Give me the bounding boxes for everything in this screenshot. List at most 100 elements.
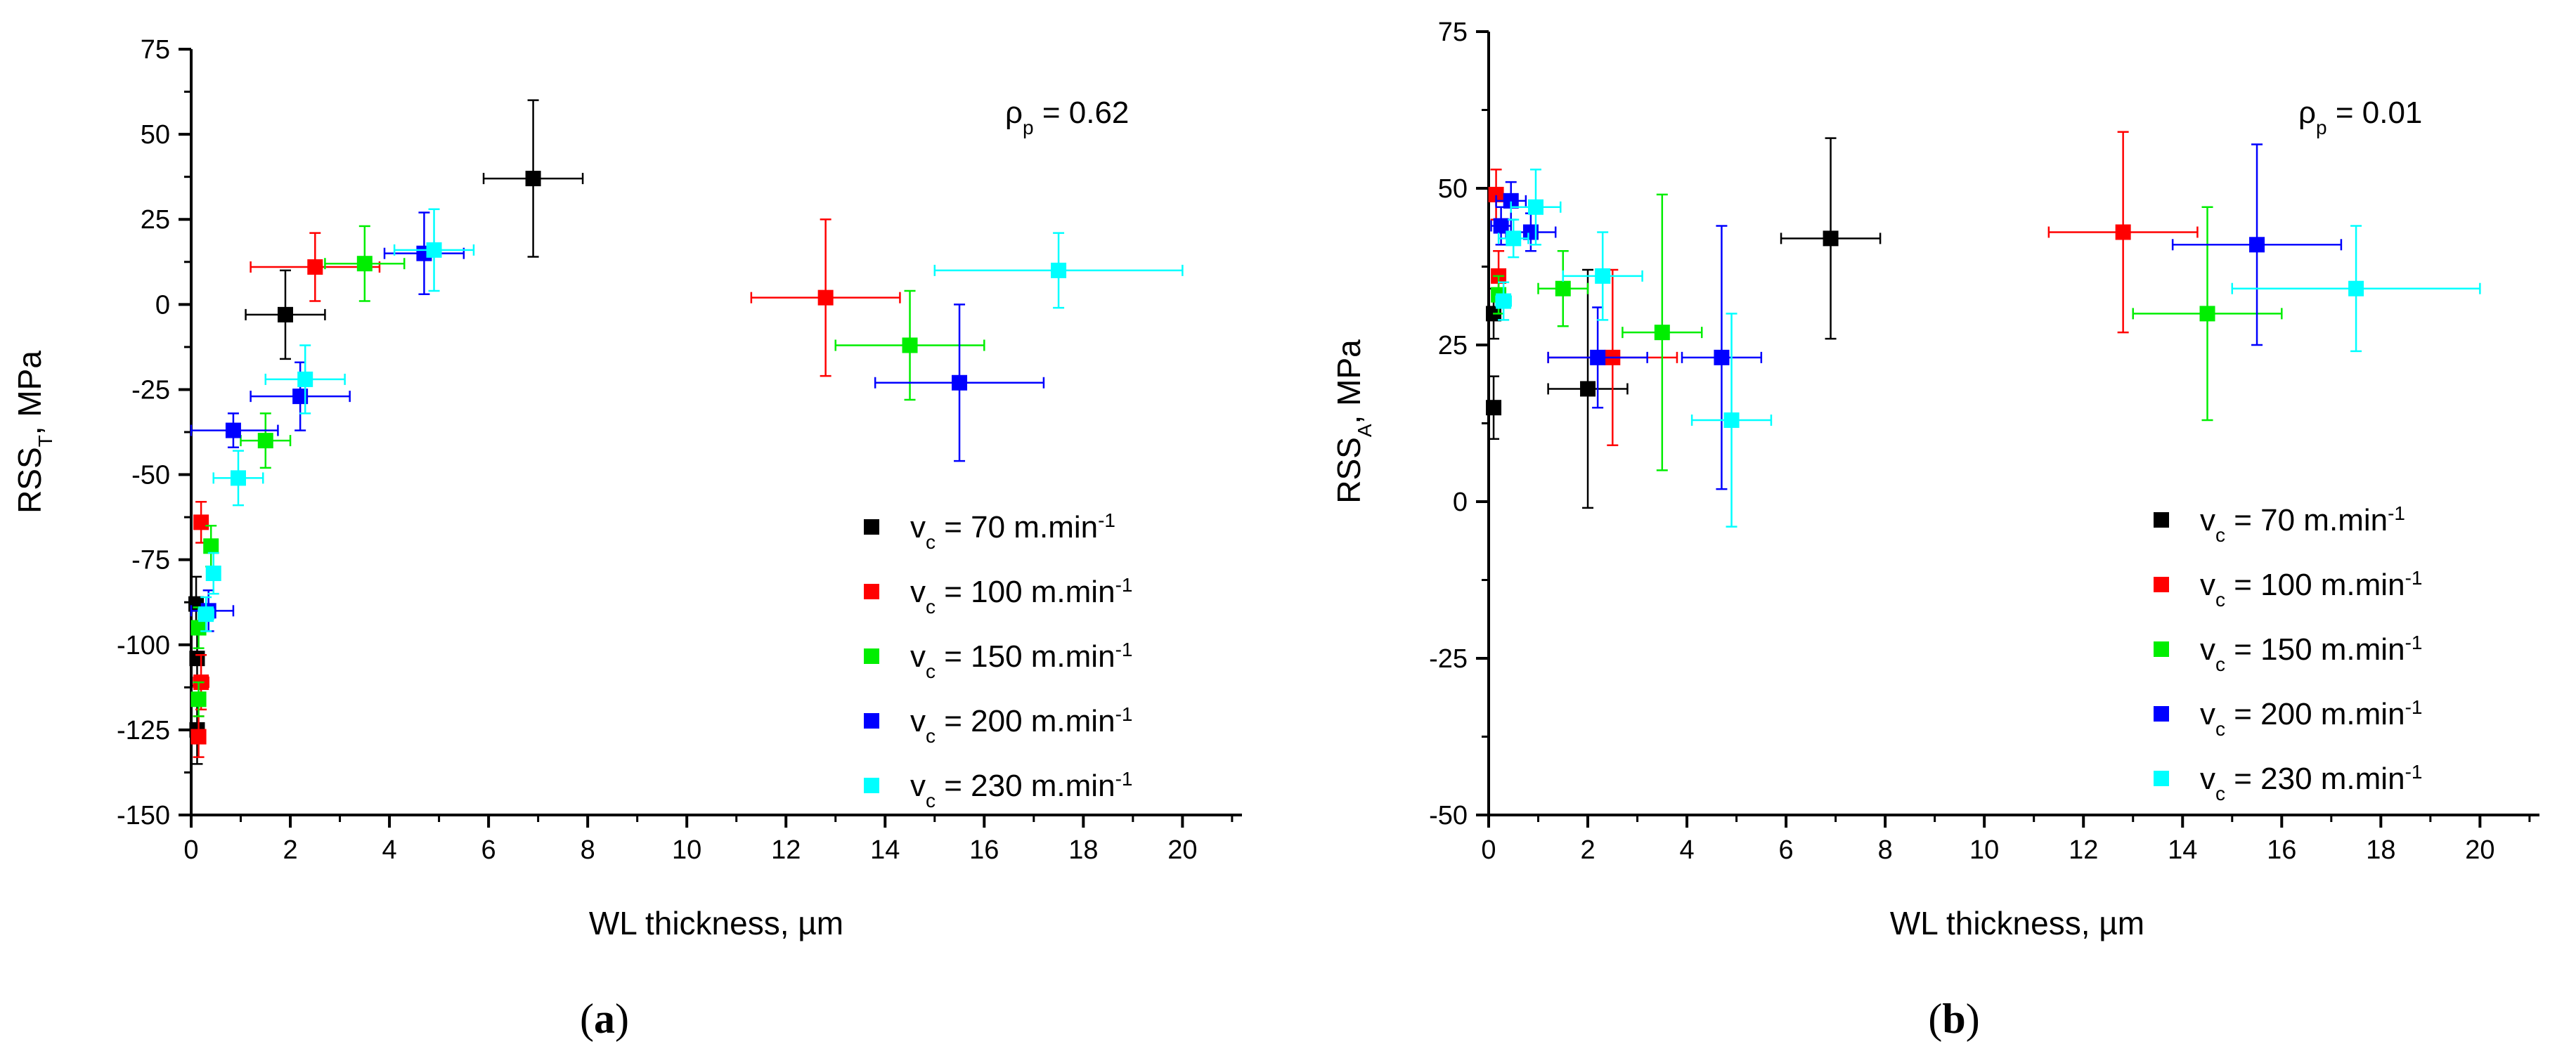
x-tick-label: 16	[969, 835, 999, 865]
data-point	[1522, 224, 1539, 240]
x-tick-label: 8	[581, 835, 595, 865]
x-tick-label: 4	[1680, 835, 1695, 865]
legend-entry: vc = 200 m.min-1	[910, 703, 1132, 747]
y-axis-title-main: RSS	[11, 447, 48, 514]
y-tick-label: -125	[117, 716, 170, 745]
data-point	[190, 729, 207, 745]
y-tick-label: 75	[1438, 18, 1468, 47]
data-point	[193, 514, 209, 530]
y-tick-label: -75	[131, 546, 170, 575]
panel-label-close: )	[615, 996, 629, 1042]
series-70	[1486, 137, 1882, 509]
legend-text-main: = 70 m.min	[936, 510, 1098, 544]
legend-marker	[2154, 512, 2169, 528]
data-point	[1595, 268, 1611, 284]
data-point	[189, 651, 205, 667]
data-point	[2249, 237, 2265, 253]
panel-label-letter: a	[594, 996, 615, 1042]
legend-entry: vc = 70 m.min-1	[2200, 502, 2405, 546]
y-tick-label: -100	[117, 631, 170, 660]
series-100	[190, 218, 901, 758]
y-tick-label: -50	[131, 461, 170, 490]
panel-b: 0 2 4 6 8 10 12 14 16 18 20 -50 -25 0 25 50 75 ρp = 0.01 v…	[1331, 18, 2539, 1042]
legend-superscript: -1	[1098, 509, 1115, 531]
data-point	[277, 306, 293, 322]
legend-subscript: c	[926, 531, 936, 553]
legend-symbol: v	[2200, 568, 2215, 602]
panel-label-letter: b	[1942, 996, 1965, 1042]
legend-marker	[864, 519, 879, 535]
data-point	[1493, 218, 1509, 234]
annotation-symbol: ρ	[2298, 96, 2316, 130]
correlation-annotation: ρp = 0.62	[1005, 96, 1129, 138]
correlation-annotation: ρp = 0.01	[2298, 96, 2422, 138]
panel-a: 0 2 4 6 8 10 12 14 16 18 20-150-125-100-75-50-2502…	[11, 35, 1242, 1042]
x-tick-label: 0	[1481, 835, 1496, 865]
y-axis-title-subscript: A	[1354, 424, 1376, 437]
data-point	[1506, 230, 1522, 247]
legend-entry: vc = 150 m.min-1	[2200, 632, 2422, 675]
legend-subscript: c	[2215, 524, 2225, 546]
data-point	[817, 289, 834, 306]
legend-text-main: = 100 m.min	[2225, 568, 2405, 602]
data-point	[426, 242, 442, 258]
y-tick-label: 75	[141, 35, 170, 65]
data-point	[525, 171, 541, 187]
legend-text-main: = 100 m.min	[936, 575, 1115, 609]
y-axis-title-subscript: T	[34, 435, 56, 447]
legend-symbol: v	[910, 575, 926, 609]
legend-superscript: -1	[2388, 502, 2405, 524]
panel-label: (a)	[580, 996, 629, 1042]
data-point	[1590, 349, 1606, 365]
legend-text-main: = 150 m.min	[2225, 632, 2405, 667]
x-tick-label: 20	[2465, 835, 2494, 865]
series-150	[190, 225, 985, 717]
legend-entry: vc = 100 m.min-1	[2200, 567, 2422, 611]
data-point	[1503, 193, 1519, 209]
legend-subscript: c	[926, 725, 936, 747]
legend-marker	[2154, 771, 2169, 786]
legend-subscript: c	[926, 790, 936, 811]
x-axis-title: WL thickness, µm	[1890, 905, 2144, 941]
legend-entry: vc = 150 m.min-1	[910, 639, 1132, 682]
data-point	[190, 620, 207, 636]
y-tick-label: -25	[131, 375, 170, 405]
legend-symbol: v	[2200, 762, 2215, 796]
series-200	[1490, 143, 2343, 490]
y-tick-label: 50	[1438, 174, 1468, 204]
legend-marker	[2154, 706, 2169, 722]
x-tick-label: 4	[382, 835, 397, 865]
legend-symbol: v	[2200, 697, 2215, 731]
data-point	[1496, 293, 1512, 309]
x-tick-label: 18	[2366, 835, 2395, 865]
legend-text-main: = 230 m.min	[936, 769, 1115, 803]
data-point	[1486, 400, 1502, 416]
x-tick-label: 10	[1969, 835, 1999, 865]
data-point	[1580, 381, 1596, 397]
x-tick-label: 6	[1779, 835, 1794, 865]
legend-symbol: v	[910, 639, 926, 674]
data-point	[205, 566, 221, 582]
legend-text-main: = 200 m.min	[2225, 697, 2405, 731]
legend-symbol: v	[2200, 632, 2215, 667]
x-tick-label: 2	[283, 835, 297, 865]
x-tick-label: 10	[672, 835, 701, 865]
data-point	[1488, 186, 1504, 202]
data-point	[307, 259, 323, 275]
legend-text-main: = 70 m.min	[2225, 503, 2388, 537]
legend-text-main: = 230 m.min	[2225, 762, 2405, 796]
panel-label: (b)	[1928, 996, 1979, 1042]
y-tick-label: 50	[141, 120, 170, 150]
legend-marker	[864, 713, 879, 729]
legend-marker	[864, 584, 879, 599]
y-tick-label: -150	[117, 801, 170, 830]
series-230	[1495, 168, 2481, 528]
legend-superscript: -1	[1115, 703, 1133, 725]
panel-label-open: (	[580, 996, 594, 1042]
data-point	[1723, 412, 1740, 429]
series-230	[198, 208, 1184, 632]
legend-symbol: v	[2200, 503, 2215, 537]
y-tick-label: 25	[141, 205, 170, 235]
series-200	[190, 211, 1045, 632]
